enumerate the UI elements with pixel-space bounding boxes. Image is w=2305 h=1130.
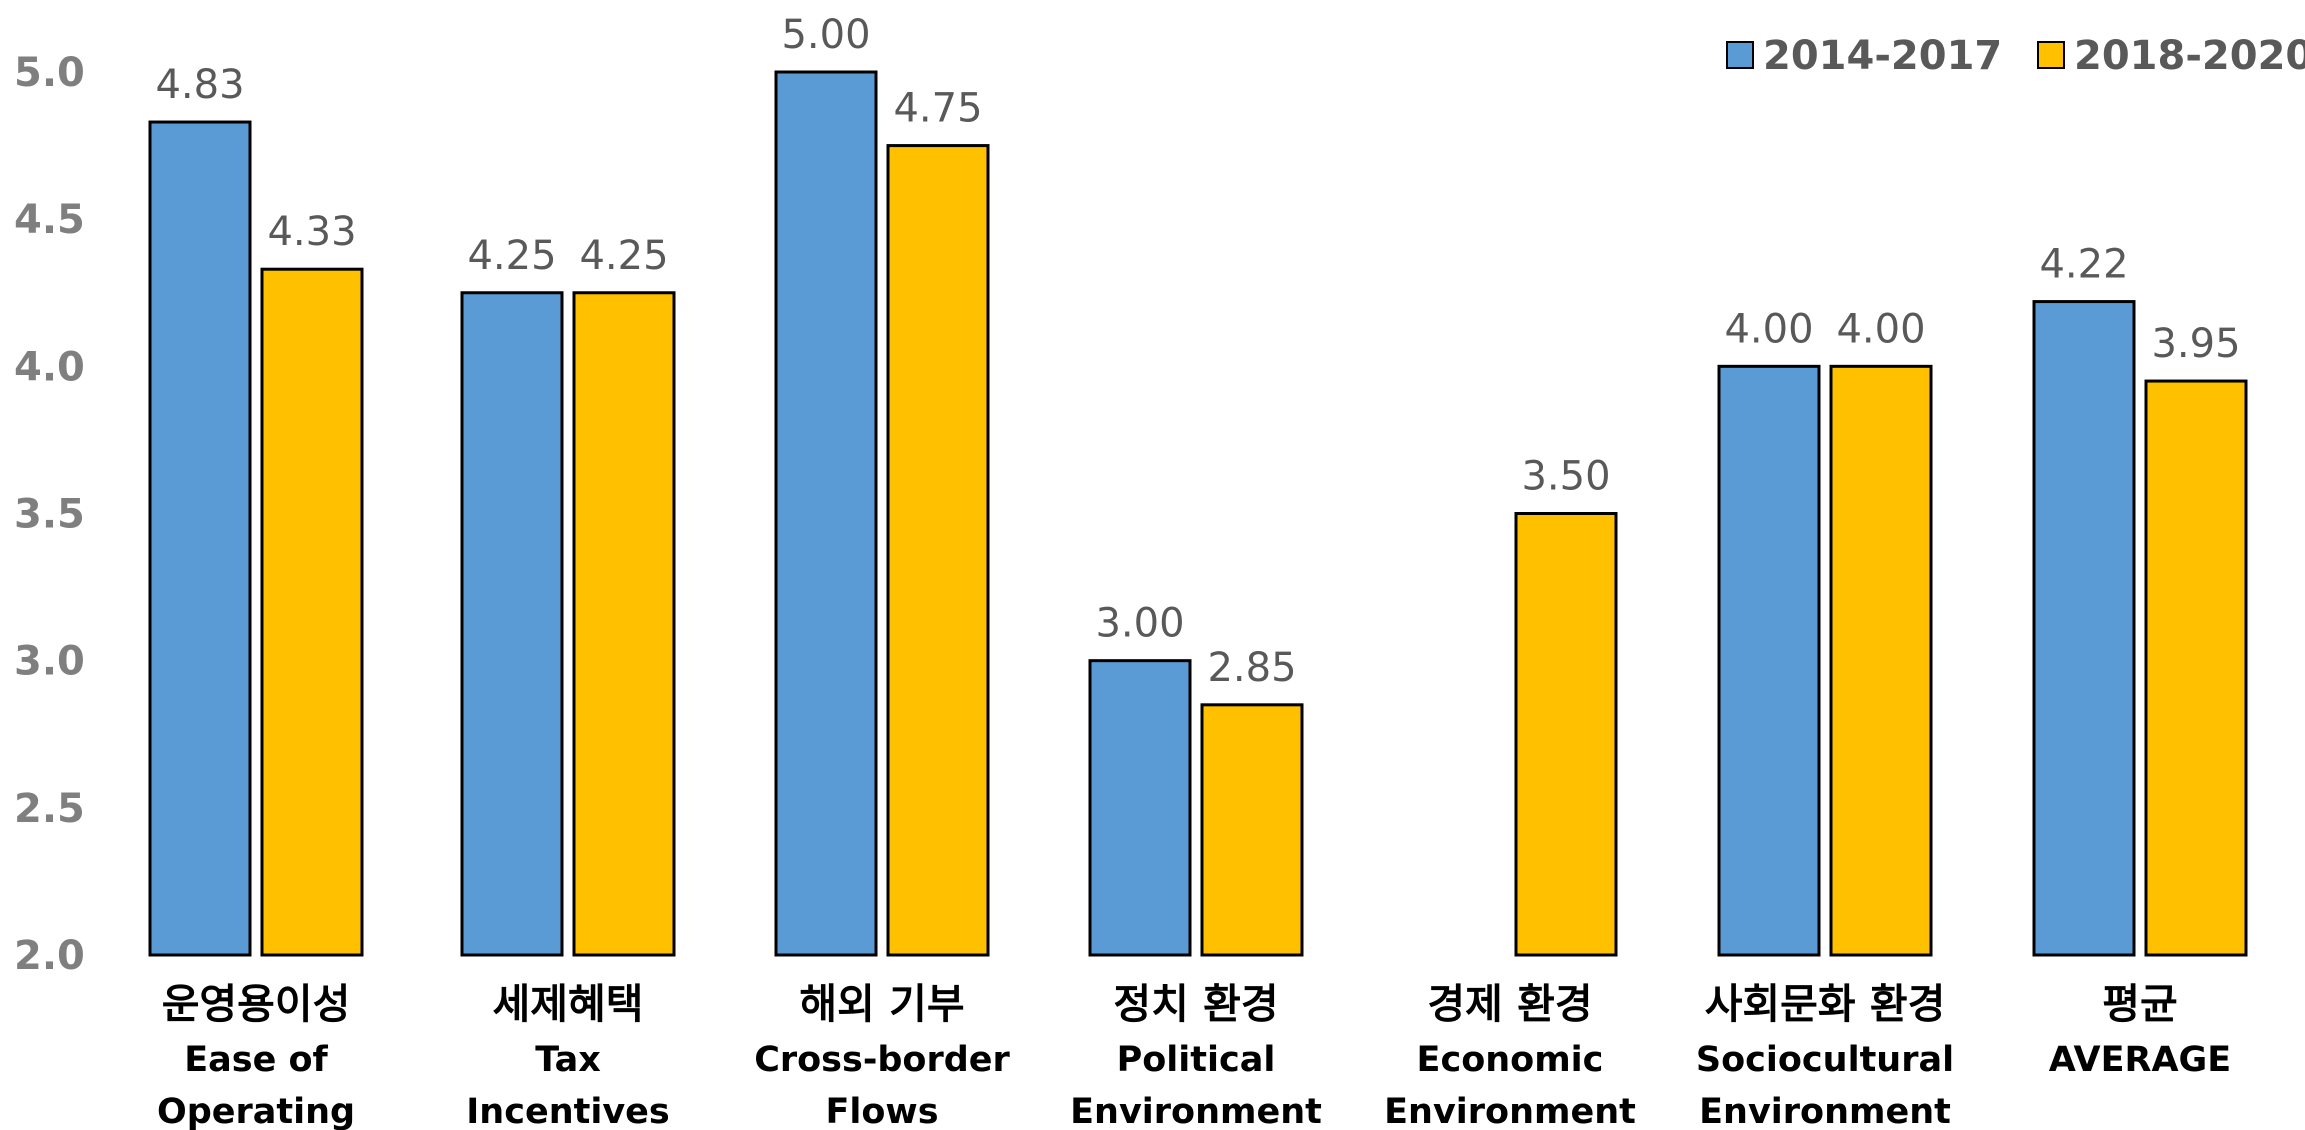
legend-label: 2014-2017: [1763, 33, 2002, 79]
category-label-english: Operating: [157, 1092, 355, 1130]
bar-series2: [886, 144, 990, 957]
category-label-english: Tax: [535, 1040, 601, 1080]
y-tick-label: 2.5: [14, 786, 85, 832]
y-tick-label: 5.0: [14, 50, 85, 96]
legend: 2014-2017 2018-2020: [1726, 33, 2305, 79]
category-label-korean: 사회문화 환경: [1705, 980, 1946, 1028]
bar-series2: [1829, 364, 1933, 957]
bar-value-label: 4.00: [1724, 306, 1813, 352]
bar-series1: [460, 291, 564, 957]
category-label-english: Political: [1117, 1040, 1276, 1080]
y-axis: 2.0 2.5 3.0 3.5 4.0 4.5 5.0: [14, 50, 85, 979]
bar-series1: [148, 120, 252, 957]
bar-value-label: 4.83: [155, 62, 244, 108]
bar-series1: [1717, 364, 1821, 957]
bar-value-label: 5.00: [781, 12, 870, 58]
category-label-korean: 평균: [2102, 980, 2177, 1028]
category-label-english: Incentives: [466, 1092, 669, 1130]
category-label-english: Environment: [1070, 1092, 1322, 1130]
y-tick-label: 4.0: [14, 344, 85, 390]
category-label-english: Environment: [1384, 1092, 1636, 1130]
bar-value-label: 4.25: [579, 233, 668, 279]
category-label-korean: 세제혜택: [493, 980, 644, 1028]
y-tick-label: 3.5: [14, 492, 85, 538]
bar-value-label: 3.50: [1521, 454, 1610, 500]
category-label-korean: 경제 환경: [1427, 980, 1592, 1028]
legend-swatch: [2037, 41, 2065, 69]
category-label-korean: 정치 환경: [1113, 980, 1278, 1028]
bar-value-label: 4.33: [267, 209, 356, 255]
bar-value-label: 2.85: [1207, 645, 1296, 691]
bar-value-label: 3.00: [1095, 601, 1184, 647]
legend-swatch: [1726, 41, 1754, 69]
y-tick-label: 3.0: [14, 639, 85, 685]
bar-series2: [1514, 512, 1618, 957]
category-label-english: AVERAGE: [2049, 1040, 2231, 1080]
bar-value-label: 3.95: [2151, 321, 2240, 367]
bar-series1: [774, 70, 878, 957]
x-axis: 운영용이성 Ease of Operating 세제혜택 Tax Incentives 해외…: [157, 980, 2231, 1130]
category-label-english: Sociocultural: [1696, 1040, 1954, 1080]
category-label-english: Flows: [825, 1092, 938, 1130]
bars: [148, 70, 2248, 957]
value-labels: 4.83 4.25 5.00 3.00 4.00 4.22 4.33 4.25 4.75 2.85…: [155, 12, 2240, 691]
category-label-english: Environment: [1699, 1092, 1951, 1130]
bar-series2: [1200, 703, 1304, 957]
category-label-korean: 해외 기부: [799, 980, 964, 1028]
category-label-korean: 운영용이성: [162, 980, 351, 1028]
bar-series2: [260, 267, 364, 957]
bar-series1: [1088, 659, 1192, 957]
bar-series2: [2144, 379, 2248, 957]
category-label-english: Ease of: [184, 1040, 328, 1080]
bar-value-label: 4.00: [1836, 306, 1925, 352]
bar-series1: [2032, 300, 2136, 957]
legend-label: 2018-2020: [2074, 33, 2305, 79]
y-tick-label: 2.0: [14, 933, 85, 979]
bar-value-label: 4.25: [467, 233, 556, 279]
category-label-english: Cross-border: [754, 1040, 1010, 1080]
bar-value-label: 4.75: [893, 86, 982, 132]
category-label-english: Economic: [1417, 1040, 1604, 1080]
bar-value-label: 4.22: [2039, 242, 2128, 288]
bar-series2: [572, 291, 676, 957]
y-tick-label: 4.5: [14, 197, 85, 243]
